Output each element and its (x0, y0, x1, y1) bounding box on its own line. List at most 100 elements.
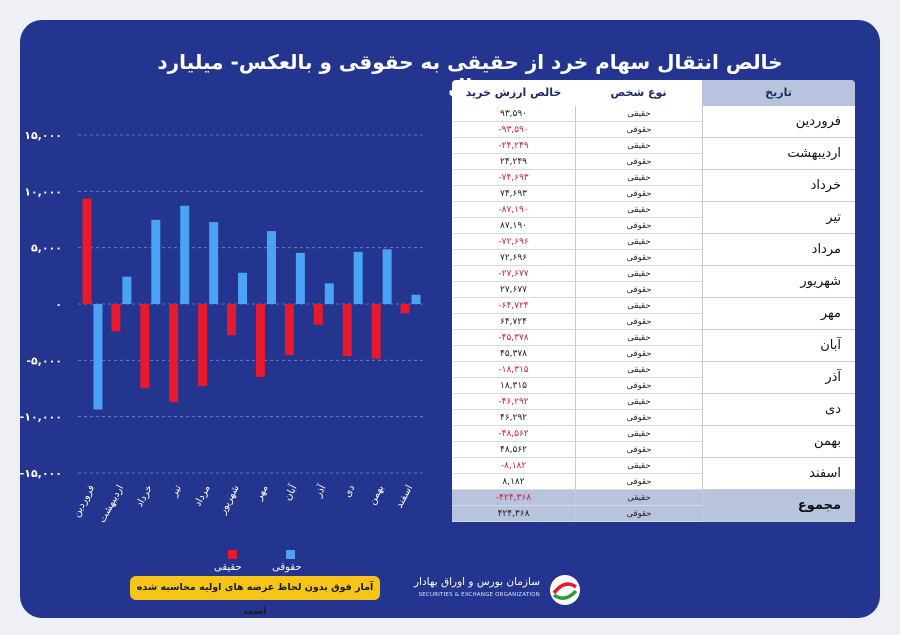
bar-haghighi (169, 304, 179, 403)
person-type-cell: حقیقی (575, 330, 702, 346)
net-value-cell: ۶۴,۷۲۴ (452, 314, 575, 330)
bar-haghighi (371, 304, 381, 359)
header-date: تاریخ (702, 80, 855, 106)
y-tick-label: ۱۵,۰۰۰ (24, 129, 62, 142)
person-type-cell: حقوقی (575, 154, 702, 170)
table-row: ۷۴,۶۹۳ حقوقی (452, 186, 855, 202)
net-value-cell: -۶۴,۷۲۴ (452, 298, 575, 314)
person-type-cell: حقیقی (575, 106, 702, 122)
bar-haghighi (255, 304, 265, 377)
net-value-cell: -۹۳,۵۹۰ (452, 122, 575, 138)
table-row: -۷۲,۶۹۶ حقیقی (452, 234, 855, 250)
month-label: آبان (702, 330, 855, 362)
net-value-cell: -۸,۱۸۲ (452, 458, 575, 474)
legend-swatch-hoghoghi (286, 550, 295, 559)
table-row: -۴۶,۲۹۲ حقیقی (452, 394, 855, 410)
bar-haghighi (82, 198, 92, 304)
person-type-cell: حقیقی (575, 490, 702, 506)
person-type-cell: حقوقی (575, 186, 702, 202)
table-header: خالص ارزش خرید نوع شخص تاریخ (452, 80, 855, 106)
bar-hoghoghi (324, 283, 334, 304)
x-tick-label: مرداد (192, 483, 212, 508)
person-type-cell: حقوقی (575, 378, 702, 394)
net-value-cell: ۲۴,۲۴۹ (452, 154, 575, 170)
table-row: -۱۸,۳۱۵ حقیقی (452, 362, 855, 378)
y-tick-label: -۱۵,۰۰۰ (20, 467, 62, 480)
person-type-cell: حقوقی (575, 250, 702, 266)
net-value-cell: -۴۲۴,۳۶۸ (452, 490, 575, 506)
person-type-cell: حقیقی (575, 394, 702, 410)
net-value-cell: -۲۴,۲۴۹ (452, 138, 575, 154)
bar-hoghoghi (151, 219, 161, 304)
infographic-card: خالص انتقال سهام خرد از حقیقی به حقوقی و… (20, 20, 880, 618)
person-type-cell: حقیقی (575, 234, 702, 250)
x-tick-label: بهمن (367, 483, 386, 507)
net-value-cell: ۷۲,۶۹۶ (452, 250, 575, 266)
data-table: خالص ارزش خرید نوع شخص تاریخ فروردین ۹۳,۵… (452, 80, 855, 522)
person-type-cell: حقیقی (575, 458, 702, 474)
net-value-cell: -۷۲,۶۹۶ (452, 234, 575, 250)
person-type-cell: حقوقی (575, 314, 702, 330)
y-tick-label: -۵,۰۰۰ (26, 354, 62, 367)
table-row: -۸۷,۱۹۰ حقیقی (452, 202, 855, 218)
month-label: بهمن (702, 426, 855, 458)
table-row: ۴۸,۵۶۲ حقوقی (452, 442, 855, 458)
footnote-note: آمار فوق بدون لحاظ عرضه های اولیه محاسبه… (130, 576, 380, 617)
table-row: -۲۴,۲۴۹ حقیقی (452, 138, 855, 154)
table-row: -۴۵,۳۷۸ حقیقی (452, 330, 855, 346)
person-type-cell: حقیقی (575, 362, 702, 378)
legend-swatch-haghighi (228, 550, 237, 559)
header-type: نوع شخص (610, 86, 667, 99)
bar-haghighi (227, 304, 237, 336)
net-value-cell: ۹۳,۵۹۰ (452, 106, 575, 122)
bar-hoghoghi (238, 272, 248, 304)
x-tick-label: تیر (168, 483, 184, 499)
month-label: شهریور (702, 266, 855, 298)
bar-haghighi (342, 304, 352, 357)
net-value-cell: ۷۴,۶۹۳ (452, 186, 575, 202)
person-type-cell: حقیقی (575, 138, 702, 154)
bar-chart: ۱۵,۰۰۰ ۱۰,۰۰۰ ۵,۰۰۰ ۰ -۵,۰۰۰ -۱۰,۰۰۰ -۱۵,۰۰۰ فر… (20, 129, 425, 525)
net-value-cell: ۴۵,۳۷۸ (452, 346, 575, 362)
total-label: مجموع (702, 490, 855, 522)
table-row: ۶۴,۷۲۴ حقوقی (452, 314, 855, 330)
x-tick-label: آبان (281, 481, 301, 502)
bar-hoghoghi (382, 249, 392, 304)
month-label: دی (702, 394, 855, 426)
person-type-cell: حقیقی (575, 266, 702, 282)
seo-logo-icon (550, 575, 580, 605)
org-name-fa: سازمان بورس و اوراق بهادار (413, 576, 540, 588)
bar-hoghoghi (353, 251, 363, 304)
table-row: ۲۴,۲۴۹ حقوقی (452, 154, 855, 170)
bar-haghighi (284, 304, 294, 356)
person-type-cell: حقیقی (575, 202, 702, 218)
bar-hoghoghi (122, 276, 132, 304)
table-row: ۹۳,۵۹۰ حقیقی (452, 106, 855, 122)
person-type-cell: حقوقی (575, 506, 702, 522)
table-row: -۶۴,۷۲۴ حقیقی (452, 298, 855, 314)
person-type-cell: حقیقی (575, 298, 702, 314)
net-value-cell: ۴۲۴,۳۶۸ (452, 506, 575, 522)
bar-haghighi (198, 304, 208, 386)
table-row: -۲۷,۶۷۷ حقیقی (452, 266, 855, 282)
month-label: تیر (702, 202, 855, 234)
x-tick-label: اردیبهشت (97, 483, 126, 525)
x-tick-label: دی (342, 483, 357, 499)
person-type-cell: حقیقی (575, 426, 702, 442)
total-row: -۴۲۴,۳۶۸ حقیقی (452, 490, 855, 506)
y-tick-label: ۵,۰۰۰ (31, 242, 62, 255)
bar-hoghoghi (295, 252, 305, 304)
table-row: -۸,۱۸۲ حقیقی (452, 458, 855, 474)
bar-hoghoghi (411, 294, 421, 304)
net-value-cell: -۲۷,۶۷۷ (452, 266, 575, 282)
x-tick-label: اسفند (394, 483, 415, 510)
month-label: مرداد (702, 234, 855, 266)
net-value-cell: -۴۶,۲۹۲ (452, 394, 575, 410)
y-tick-label: ۰ (55, 298, 62, 311)
bar-haghighi (111, 304, 121, 332)
legend-label-hoghoghi: حقوقی (272, 562, 302, 573)
x-tick-label: فروردین (71, 483, 97, 519)
x-tick-label: خرداد (134, 483, 155, 509)
month-label: آذر (702, 362, 855, 394)
person-type-cell: حقوقی (575, 442, 702, 458)
